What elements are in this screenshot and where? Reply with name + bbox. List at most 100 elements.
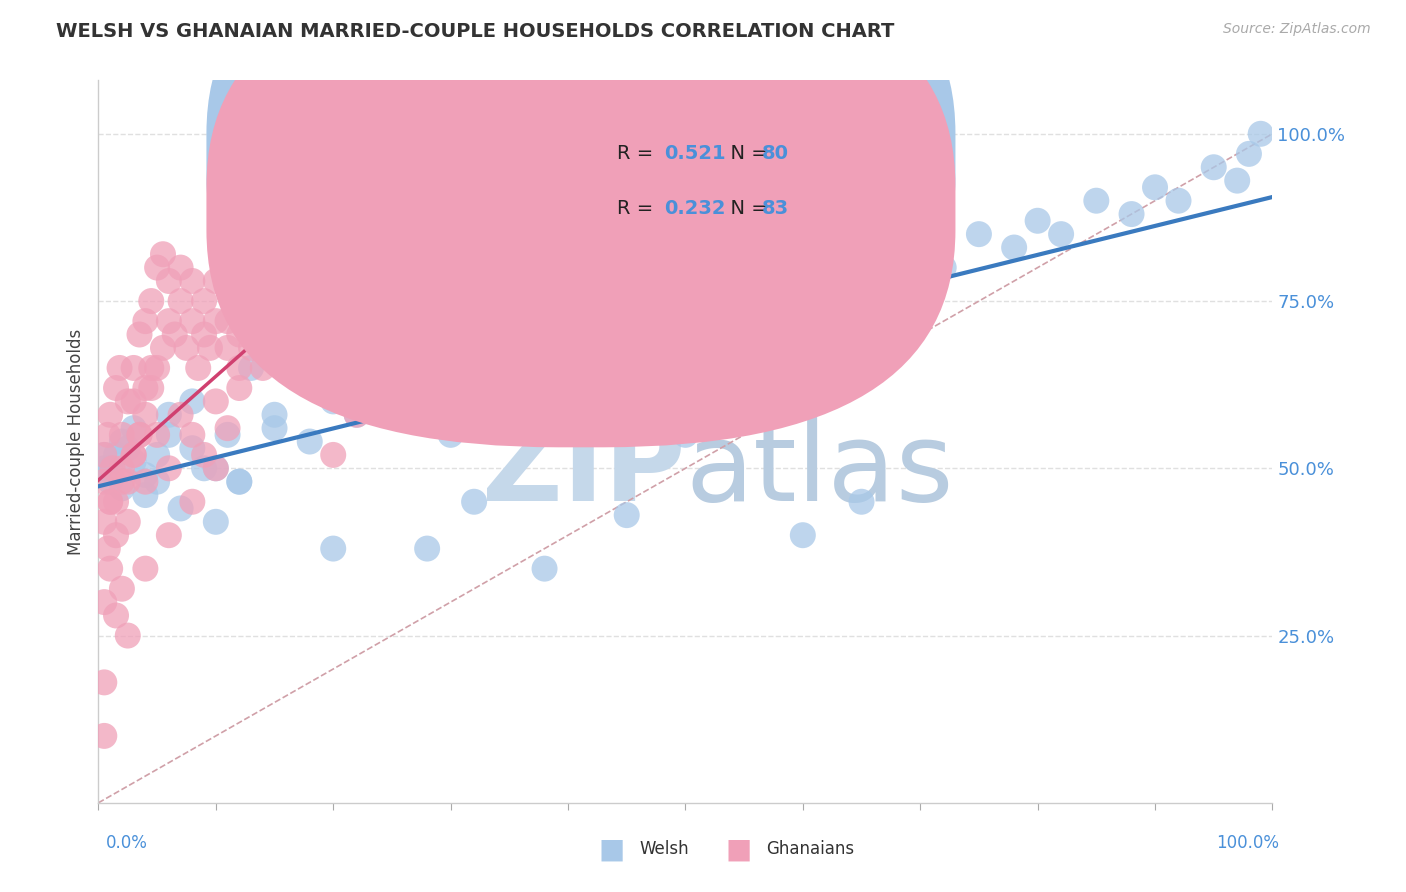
Point <box>111 582 134 596</box>
FancyBboxPatch shape <box>207 0 956 394</box>
Point <box>134 467 156 482</box>
Point <box>134 408 156 422</box>
Point <box>263 341 285 355</box>
Point <box>932 260 955 275</box>
Point <box>98 494 121 508</box>
Point <box>157 314 180 328</box>
Text: atlas: atlas <box>686 417 953 524</box>
Point <box>205 394 228 409</box>
Point <box>111 427 134 442</box>
Point <box>97 427 120 442</box>
Point <box>616 314 638 328</box>
Point <box>98 562 121 576</box>
Point <box>98 494 121 508</box>
Point <box>122 448 145 462</box>
Point <box>287 327 309 342</box>
Point <box>117 475 139 489</box>
Point <box>169 294 191 309</box>
Point <box>475 375 498 389</box>
Point <box>1121 207 1143 221</box>
Point <box>1167 194 1189 208</box>
Point <box>439 361 461 376</box>
Point <box>217 341 239 355</box>
Point <box>1226 173 1249 188</box>
Point <box>128 327 150 342</box>
Text: 100.0%: 100.0% <box>1216 834 1279 852</box>
Point <box>193 327 215 342</box>
Point <box>134 488 156 502</box>
FancyBboxPatch shape <box>207 0 956 447</box>
Point <box>122 421 145 435</box>
Point <box>181 442 204 455</box>
Point <box>205 515 228 529</box>
Point <box>169 408 191 422</box>
Point <box>152 247 174 261</box>
Point <box>815 287 838 301</box>
Text: 0.232: 0.232 <box>664 199 725 218</box>
Text: R =: R = <box>617 145 659 163</box>
Point <box>193 294 215 309</box>
Point <box>886 281 908 295</box>
Point <box>228 381 250 395</box>
Point <box>228 475 250 489</box>
Point <box>1237 147 1260 161</box>
Point <box>205 461 228 475</box>
Point <box>205 314 228 328</box>
Point <box>134 314 156 328</box>
Point <box>117 628 139 642</box>
Point <box>1050 227 1073 242</box>
Point <box>733 294 755 309</box>
Point <box>122 455 145 469</box>
Point <box>187 361 209 376</box>
Point <box>141 361 163 376</box>
Point <box>1002 241 1025 255</box>
Point <box>322 394 344 409</box>
Text: ■: ■ <box>599 835 624 863</box>
Point <box>240 341 263 355</box>
Point <box>240 294 263 309</box>
Point <box>93 475 115 489</box>
Point <box>181 427 204 442</box>
Point <box>263 408 285 422</box>
Point <box>128 427 150 442</box>
Point <box>381 341 404 355</box>
Point <box>851 260 873 275</box>
Text: N =: N = <box>718 145 775 163</box>
Point <box>1144 180 1167 194</box>
Point <box>105 528 128 542</box>
Point <box>228 475 250 489</box>
Point <box>193 448 215 462</box>
Point <box>111 475 134 489</box>
Point <box>117 394 139 409</box>
Point <box>157 528 180 542</box>
Point <box>105 381 128 395</box>
Point <box>157 408 180 422</box>
Point <box>357 375 380 389</box>
Text: ZIP: ZIP <box>482 417 686 524</box>
Point <box>128 427 150 442</box>
Point <box>93 461 115 475</box>
Point <box>146 475 169 489</box>
Point <box>533 361 555 376</box>
Point <box>134 475 156 489</box>
Point <box>217 421 239 435</box>
Point <box>592 348 614 362</box>
Text: WELSH VS GHANAIAN MARRIED-COUPLE HOUSEHOLDS CORRELATION CHART: WELSH VS GHANAIAN MARRIED-COUPLE HOUSEHO… <box>56 22 894 41</box>
Point <box>117 442 139 455</box>
Text: R =: R = <box>617 199 659 218</box>
Point <box>1085 194 1108 208</box>
Point <box>181 274 204 288</box>
Text: Source: ZipAtlas.com: Source: ZipAtlas.com <box>1223 22 1371 37</box>
Point <box>169 260 191 275</box>
Point <box>169 501 191 516</box>
Point <box>276 314 298 328</box>
Point <box>97 541 120 556</box>
Point <box>117 515 139 529</box>
Point <box>101 461 124 475</box>
Point <box>252 314 274 328</box>
Point <box>181 394 204 409</box>
Point <box>146 427 169 442</box>
Point <box>141 294 163 309</box>
Point <box>111 482 134 496</box>
FancyBboxPatch shape <box>533 109 827 253</box>
